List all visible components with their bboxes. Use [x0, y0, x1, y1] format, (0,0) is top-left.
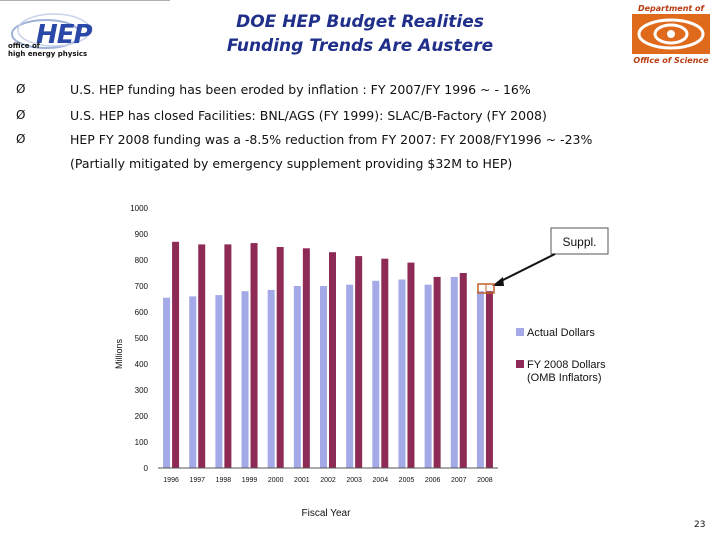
bar-actual-dollars: [215, 295, 223, 468]
x-tick-label: 2001: [294, 477, 310, 484]
callout-arrow: [496, 253, 556, 284]
hep-logo: HEP office of high energy physics: [6, 8, 98, 66]
legend-swatch-actual: [516, 328, 524, 336]
x-tick-label: 1996: [163, 477, 179, 484]
hep-logo-swoosh: [11, 13, 91, 49]
x-tick-label: 2006: [425, 477, 441, 484]
bar-actual-dollars: [346, 284, 354, 468]
title-line-2: Funding Trends Are Austere: [226, 36, 494, 56]
doe-logo-emblem: [632, 14, 710, 54]
bar-fy2008-dollars: [485, 291, 493, 468]
y-tick-label: 500: [135, 334, 149, 343]
y-tick-label: 900: [135, 230, 149, 239]
bars: [163, 241, 493, 468]
bar-fy2008-dollars: [250, 243, 258, 468]
y-tick-label: 0: [144, 464, 149, 473]
page-title: DOE HEP Budget Realities Funding Trends …: [190, 10, 530, 58]
bar-actual-dollars: [267, 289, 275, 468]
legend-label-fy2008-sub: (OMB Inflators): [527, 372, 602, 384]
x-tick-label: 1999: [242, 477, 258, 484]
y-tick-label: 300: [135, 386, 149, 395]
doe-logo-bottom-text: Office of Science: [633, 56, 709, 65]
callout-arrowhead: [492, 277, 504, 286]
x-tick-label: 2000: [268, 477, 284, 484]
legend-label-fy2008: FY 2008 Dollars: [527, 359, 606, 371]
y-tick-label: 700: [135, 282, 149, 291]
x-axis-ticks: 1996 1997 1998 1999 2000 2001 2002 2003 2004 2005…: [163, 477, 493, 484]
bar-fy2008-dollars: [355, 256, 363, 468]
bar-fy2008-dollars: [276, 247, 284, 468]
bar-actual-dollars: [320, 286, 327, 468]
y-tick-label: 600: [135, 308, 149, 317]
bar-actual-dollars: [398, 279, 406, 468]
bullet-text: U.S. HEP has closed Facilities: BNL/AGS …: [70, 108, 547, 123]
bar-fy2008-dollars: [224, 244, 232, 468]
bar-fy2008-dollars: [459, 273, 467, 468]
bullet-arrow-icon: Ø: [16, 82, 26, 96]
bullet-arrow-icon: Ø: [16, 132, 26, 146]
bullet-1: Ø U.S. HEP funding has been eroded by in…: [16, 82, 696, 100]
x-axis-label: Fiscal Year: [302, 508, 352, 519]
y-axis-label: Millions: [114, 339, 124, 370]
bar-actual-dollars: [476, 291, 484, 468]
doe-logo: Department of Energy Office of Science: [626, 0, 716, 66]
bar-actual-dollars: [372, 280, 380, 468]
bar-actual-dollars: [293, 286, 301, 468]
bar-actual-dollars: [241, 291, 249, 468]
bullet-2: Ø U.S. HEP has closed Facilities: BNL/AG…: [16, 108, 696, 126]
bar-fy2008-dollars: [381, 258, 389, 468]
bar-fy2008-dollars: [329, 252, 336, 468]
bar-actual-dollars: [450, 276, 458, 468]
x-tick-label: 2004: [373, 477, 389, 484]
bar-fy2008-dollars: [407, 262, 415, 468]
bar-fy2008-dollars: [172, 241, 180, 468]
x-tick-label: 2007: [451, 477, 467, 484]
y-tick-label: 1000: [130, 204, 148, 213]
hep-logo-subtitle: office of high energy physics: [8, 42, 87, 58]
top-rule: [0, 0, 170, 1]
callout-label: Suppl.: [562, 235, 596, 249]
bar-fy2008-dollars: [302, 248, 310, 468]
bullet-text: U.S. HEP funding has been eroded by infl…: [70, 82, 531, 97]
callout-box: [550, 227, 609, 255]
bullet-text: HEP FY 2008 funding was a -8.5% reductio…: [70, 132, 593, 147]
hep-logo-text: HEP: [36, 20, 93, 50]
x-tick-label: 1998: [216, 477, 232, 484]
bar-actual-dollars: [189, 296, 197, 468]
bar-fy2008-dollars: [198, 244, 206, 468]
bar-fy2008-dollars: [433, 276, 441, 468]
bar-actual-dollars: [424, 284, 432, 468]
x-tick-label: 2002: [320, 477, 336, 484]
legend-swatch-fy2008: [516, 360, 524, 368]
title-line-1: DOE HEP Budget Realities: [236, 12, 484, 32]
y-tick-label: 800: [135, 256, 149, 265]
bullet-3: Ø HEP FY 2008 funding was a -8.5% reduct…: [16, 132, 696, 150]
legend-label-actual: Actual Dollars: [527, 327, 595, 339]
hep-logo-sub2: high energy physics: [8, 50, 88, 58]
y-tick-label: 200: [135, 412, 149, 421]
x-tick-label: 2008: [477, 477, 493, 484]
x-tick-label: 1997: [189, 477, 205, 484]
bar-actual-dollars: [163, 297, 171, 468]
page-number: 23: [694, 520, 706, 530]
bullet-arrow-icon: Ø: [16, 108, 26, 122]
x-tick-label: 2005: [399, 477, 415, 484]
supplement-note: (Partially mitigated by emergency supple…: [70, 156, 513, 171]
hep-logo-sub1: office of: [8, 42, 40, 50]
y-tick-label: 100: [135, 438, 149, 447]
x-tick-label: 2003: [346, 477, 362, 484]
y-tick-label: 400: [135, 360, 149, 369]
y-axis-ticks: 0 100 200 300 400 500 600 700 800 900 1000: [130, 204, 148, 473]
